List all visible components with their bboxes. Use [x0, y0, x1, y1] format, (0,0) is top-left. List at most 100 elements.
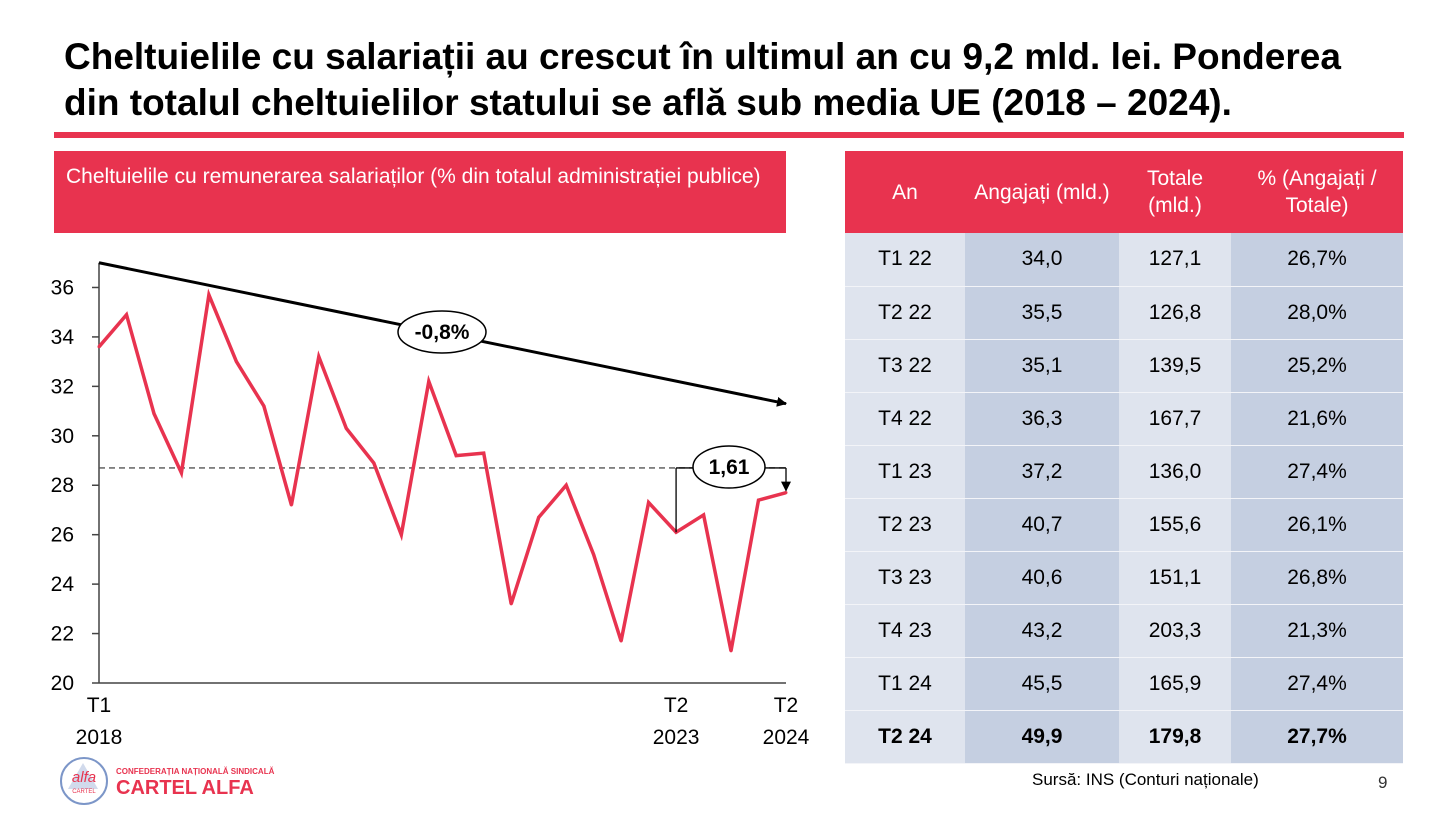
- data-point: [592, 552, 596, 556]
- logo-org-name: CARTEL ALFA: [116, 777, 254, 799]
- table-cell: 127,1: [1119, 233, 1231, 287]
- series-line: [97, 288, 787, 652]
- table-cell: 165,9: [1119, 657, 1231, 711]
- data-point: [537, 515, 541, 519]
- y-tick-label: 24: [51, 573, 75, 596]
- table-header-procent: % (Angajați / Totale): [1231, 151, 1403, 233]
- data-point: [124, 313, 128, 317]
- table-row: T2 24 49,9 179,8 27,7%: [845, 710, 1403, 764]
- table-cell: T2 23: [845, 498, 965, 552]
- data-point: [454, 454, 458, 458]
- table-cell: 37,2: [965, 445, 1119, 499]
- trend-label: -0,8%: [415, 321, 470, 344]
- table-cell: T1 22: [845, 233, 965, 287]
- table-cell: T3 23: [845, 551, 965, 605]
- table-cell: 35,5: [965, 286, 1119, 340]
- table-row: T1 22 34,0 127,1 26,7%: [845, 233, 1403, 287]
- logo-org-line: CONFEDERAȚIA NAȚIONALĂ SINDICALĂ: [116, 767, 275, 776]
- table-row: T3 22 35,1 139,5 25,2%: [845, 339, 1403, 393]
- data-point: [509, 602, 513, 606]
- table-cell: T1 24: [845, 657, 965, 711]
- data-point: [399, 533, 403, 537]
- table-row: T2 22 35,5 126,8 28,0%: [845, 286, 1403, 340]
- data-point: [564, 483, 568, 487]
- data-point: [344, 426, 348, 430]
- gap-label-bubble: [692, 445, 766, 489]
- table-header-totale: Totale (mld.): [1119, 151, 1231, 233]
- trend-label-bubble: [397, 310, 487, 354]
- data-point: [262, 404, 266, 408]
- x-tick-label: 2023: [653, 726, 700, 749]
- source-note: Sursă: INS (Conturi naționale): [1032, 770, 1259, 789]
- table-row: T3 23 40,6 151,1 26,8%: [845, 551, 1403, 605]
- chart-header: Cheltuielile cu remunerarea salariaților…: [54, 151, 786, 233]
- y-tick-label: 32: [51, 375, 74, 398]
- table-cell: 179,8: [1119, 710, 1231, 764]
- table-cell: 25,2%: [1231, 339, 1403, 393]
- table-cell: 26,1%: [1231, 498, 1403, 552]
- table-cell: 139,5: [1119, 339, 1231, 393]
- logo-mark-text: alfa: [71, 769, 97, 786]
- cartel-alfa-logo: alfa CARTEL CONFEDERAȚIA NAȚIONALĂ SINDI…: [60, 757, 300, 807]
- title-divider: [54, 132, 1404, 138]
- table-header-row: An Angajați (mld.) Totale (mld.) % (Anga…: [845, 151, 1403, 233]
- table-cell: 155,6: [1119, 498, 1231, 552]
- y-tick-label: 20: [51, 672, 74, 695]
- data-point: [152, 412, 156, 416]
- data-point: [372, 461, 376, 465]
- data-point: [729, 649, 733, 653]
- data-point: [427, 379, 431, 383]
- table-cell: T4 22: [845, 392, 965, 446]
- slide-title: Cheltuielile cu salariații au crescut în…: [64, 36, 1341, 123]
- x-tick-label: T2: [774, 694, 799, 717]
- table-cell: T1 23: [845, 445, 965, 499]
- data-point: [317, 355, 321, 359]
- table-cell: 26,7%: [1231, 233, 1403, 287]
- table-cell: 26,8%: [1231, 551, 1403, 605]
- table-header-angajati: Angajați (mld.): [965, 151, 1119, 233]
- y-tick-label: 28: [51, 474, 74, 497]
- table-cell: T3 22: [845, 339, 965, 393]
- data-point: [207, 293, 211, 297]
- x-tick-label: 2018: [76, 726, 123, 749]
- table-cell: 167,7: [1119, 392, 1231, 446]
- table-cell: 203,3: [1119, 604, 1231, 658]
- data-point: [702, 513, 706, 517]
- table-cell: 27,7%: [1231, 710, 1403, 764]
- table-cell: 27,4%: [1231, 445, 1403, 499]
- data-point: [289, 503, 293, 507]
- data-point: [234, 360, 238, 364]
- table-cell: 49,9: [965, 710, 1119, 764]
- page-number: 9: [1378, 773, 1388, 792]
- y-tick-label: 30: [51, 425, 74, 448]
- table-cell: 40,7: [965, 498, 1119, 552]
- table-row: T1 24 45,5 165,9 27,4%: [845, 657, 1403, 711]
- table-cell: 126,8: [1119, 286, 1231, 340]
- table-row: T2 23 40,7 155,6 26,1%: [845, 498, 1403, 552]
- table-cell: T2 24: [845, 710, 965, 764]
- y-tick-label: 26: [51, 524, 74, 547]
- logo-mark-icon: [60, 757, 108, 805]
- y-tick-label: 34: [51, 326, 75, 349]
- data-point: [647, 501, 651, 505]
- table-header-an: An: [845, 151, 965, 233]
- y-tick-label: 22: [51, 623, 74, 646]
- table-cell: 21,3%: [1231, 604, 1403, 658]
- data-point: [482, 451, 486, 455]
- table-cell: 35,1: [965, 339, 1119, 393]
- table-cell: 21,6%: [1231, 392, 1403, 446]
- x-tick-label: 2024: [763, 726, 810, 749]
- data-table: An Angajați (mld.) Totale (mld.) % (Anga…: [845, 151, 1403, 764]
- data-point: [179, 471, 183, 475]
- table-row: T1 23 37,2 136,0 27,4%: [845, 445, 1403, 499]
- logo-triangle-icon: [68, 763, 98, 789]
- table-cell: 40,6: [965, 551, 1119, 605]
- data-point: [784, 491, 788, 495]
- table-cell: 34,0: [965, 233, 1119, 287]
- table-cell: 43,2: [965, 604, 1119, 658]
- logo-mark-subtext: CARTEL: [72, 789, 96, 795]
- gap-label: 1,61: [709, 456, 750, 479]
- data-point: [97, 345, 101, 349]
- table-cell: 136,0: [1119, 445, 1231, 499]
- table-row: T4 22 36,3 167,7 21,6%: [845, 392, 1403, 446]
